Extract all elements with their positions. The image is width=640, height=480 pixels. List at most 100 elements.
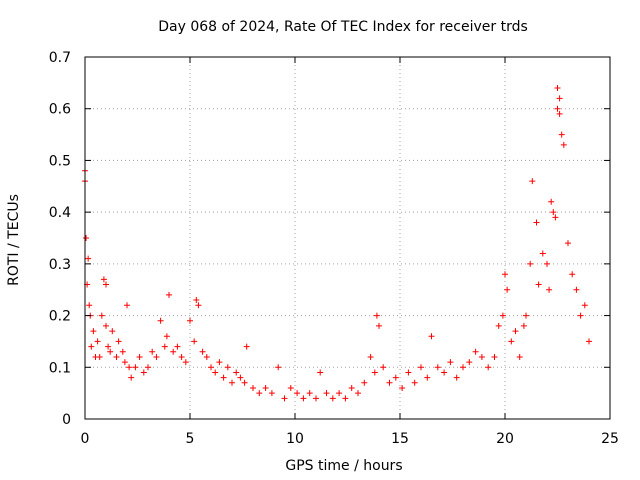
data-point	[361, 379, 368, 386]
data-point	[329, 395, 336, 402]
data-point	[586, 338, 592, 345]
data-point	[577, 312, 584, 319]
data-point	[581, 302, 588, 309]
data-point	[516, 353, 523, 360]
data-point	[428, 333, 435, 340]
data-point	[554, 85, 561, 92]
data-point	[317, 369, 324, 376]
x-axis-label: GPS time / hours	[285, 458, 402, 474]
y-tick-label: 0.7	[49, 50, 71, 66]
data-point	[100, 276, 107, 283]
data-point	[233, 369, 240, 376]
data-point	[556, 95, 563, 102]
data-point	[466, 359, 473, 366]
data-point	[323, 390, 330, 397]
data-point	[495, 322, 502, 329]
data-point	[187, 317, 193, 324]
data-point	[491, 353, 498, 360]
data-point	[191, 338, 198, 345]
data-point	[250, 384, 256, 391]
data-point	[83, 235, 90, 241]
axis-ticks	[84, 56, 611, 420]
y-tick-label: 0.4	[49, 205, 71, 221]
data-point	[107, 348, 114, 355]
data-point	[287, 384, 294, 391]
data-point	[256, 390, 263, 397]
data-point	[98, 312, 105, 319]
data-point	[508, 338, 515, 345]
data-point	[573, 286, 580, 293]
data-point	[86, 302, 93, 309]
data-point	[109, 328, 116, 335]
data-point	[103, 322, 109, 329]
data-point	[558, 131, 565, 138]
data-point	[512, 328, 519, 335]
data-point	[163, 333, 170, 340]
data-point	[113, 353, 120, 360]
data-point	[367, 353, 374, 360]
data-point	[529, 178, 536, 185]
data-points	[82, 85, 592, 402]
x-tick-label: 15	[391, 431, 409, 447]
y-tick-label: 0.2	[49, 309, 71, 325]
tick-labels: 0 5 10 15 20 25 0 0.1 0.2 0.3 0.4 0.5 0.6 0.7	[49, 50, 619, 447]
data-point	[348, 384, 355, 391]
chart-title: Day 068 of 2024, Rate Of TEC Index for r…	[158, 19, 528, 35]
data-point	[124, 302, 130, 309]
data-point	[548, 198, 555, 205]
data-point	[119, 348, 126, 355]
x-tick-label: 5	[186, 431, 195, 447]
data-point	[140, 369, 147, 376]
data-point	[539, 250, 546, 257]
data-point	[405, 369, 412, 376]
x-tick-label: 25	[601, 431, 619, 447]
x-tick-label: 0	[81, 431, 90, 447]
data-point	[535, 281, 542, 288]
data-point	[275, 364, 282, 371]
data-point	[554, 105, 561, 112]
data-point	[565, 240, 571, 247]
data-point	[371, 369, 378, 376]
data-point	[472, 348, 479, 355]
data-point	[533, 219, 540, 226]
data-point	[399, 384, 406, 391]
data-point	[229, 379, 235, 386]
data-point	[373, 312, 380, 319]
x-tick-label: 10	[286, 431, 304, 447]
data-point	[241, 379, 248, 386]
data-point	[520, 322, 527, 329]
data-point	[170, 348, 177, 355]
x-tick-label: 20	[496, 431, 514, 447]
data-point	[447, 359, 454, 366]
data-point	[342, 395, 349, 402]
data-point	[85, 255, 92, 262]
data-point	[478, 353, 485, 360]
data-point	[504, 286, 511, 293]
data-point	[166, 291, 172, 298]
data-point	[224, 364, 231, 371]
data-point	[386, 379, 393, 386]
data-point	[441, 369, 448, 376]
data-point	[103, 281, 109, 288]
data-point	[149, 348, 156, 355]
data-point	[300, 395, 307, 402]
data-point	[546, 286, 553, 293]
data-point	[336, 390, 343, 397]
data-point	[376, 322, 382, 329]
data-point	[128, 374, 135, 381]
data-point	[193, 297, 200, 304]
data-point	[182, 359, 189, 366]
data-point	[126, 364, 133, 371]
data-point	[552, 214, 559, 221]
data-point	[418, 364, 424, 371]
data-point	[203, 353, 210, 360]
data-point	[136, 353, 143, 360]
data-point	[94, 338, 101, 345]
data-point	[121, 359, 128, 366]
data-point	[355, 390, 361, 397]
data-point	[527, 260, 534, 267]
grid-lines	[85, 57, 610, 419]
data-point	[460, 364, 466, 371]
data-point	[178, 353, 185, 360]
